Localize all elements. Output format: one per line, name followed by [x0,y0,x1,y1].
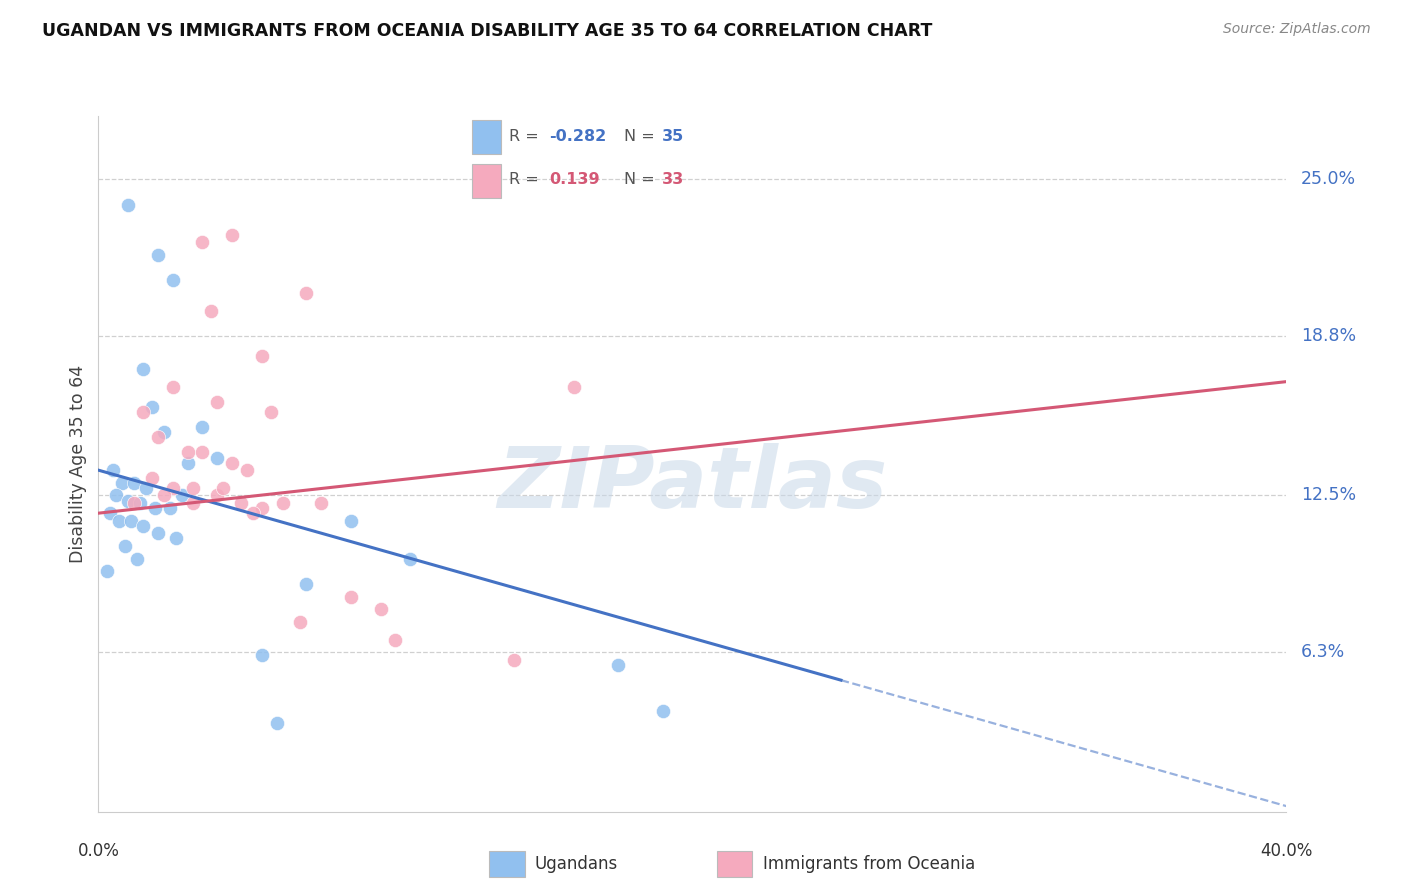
Point [229,496,252,510]
Point [152,488,174,502]
Point [125,551,148,566]
Point [146,248,169,262]
Point [165,532,187,546]
Point [236,463,259,477]
Text: 6.3%: 6.3% [1301,643,1346,661]
Text: 33: 33 [662,172,683,187]
Point [117,197,139,211]
Text: 12.5%: 12.5% [1301,486,1355,505]
Point [132,518,155,533]
Point [143,501,166,516]
Point [250,501,273,516]
Text: 40.0%: 40.0% [1260,842,1313,860]
Point [183,481,205,495]
Point [108,514,131,528]
Point [207,450,229,465]
Text: 35: 35 [662,129,683,145]
Point [191,420,214,434]
Point [162,273,184,287]
Point [309,496,332,510]
Point [183,496,205,510]
Text: UGANDAN VS IMMIGRANTS FROM OCEANIA DISABILITY AGE 35 TO 64 CORRELATION CHART: UGANDAN VS IMMIGRANTS FROM OCEANIA DISAB… [42,22,932,40]
Point [295,577,318,591]
Point [271,496,294,510]
Point [135,481,157,495]
Point [607,657,630,672]
Point [207,395,229,409]
Bar [472,164,502,198]
Text: N =: N = [624,129,661,145]
Point [200,303,222,318]
Point [242,506,264,520]
Text: 0.0%: 0.0% [77,842,120,860]
Point [212,481,235,495]
Point [159,501,181,516]
Point [191,235,214,250]
Point [146,526,169,541]
Point [141,471,163,485]
Point [221,456,243,470]
Point [114,539,136,553]
Point [152,425,174,440]
Point [132,405,155,419]
Point [221,227,243,242]
Text: -0.282: -0.282 [550,129,607,145]
Point [103,463,125,477]
Y-axis label: Disability Age 35 to 64: Disability Age 35 to 64 [69,365,87,563]
Point [503,653,526,667]
Text: Immigrants from Oceania: Immigrants from Oceania [762,855,974,873]
Point [260,405,283,419]
Point [340,514,363,528]
Text: 0.139: 0.139 [550,172,600,187]
Point [562,379,585,393]
Text: R =: R = [509,172,544,187]
Point [122,475,145,490]
Point [384,632,406,647]
Text: 18.8%: 18.8% [1301,327,1355,345]
Point [170,488,193,502]
Text: 25.0%: 25.0% [1301,170,1355,188]
Point [132,362,155,376]
Point [146,430,169,444]
Text: N =: N = [624,172,661,187]
Point [162,379,184,393]
Point [96,565,118,579]
Bar [472,120,502,153]
Point [207,488,229,502]
Text: Ugandans: Ugandans [534,855,619,873]
Point [266,716,288,731]
Point [111,475,134,490]
Point [191,445,214,459]
Bar [489,851,524,877]
Point [141,400,163,414]
Point [117,493,139,508]
Point [129,496,152,510]
Point [295,286,318,301]
Point [250,349,273,363]
Point [250,648,273,662]
Point [399,551,422,566]
Point [176,445,198,459]
Point [120,514,142,528]
Point [105,488,128,502]
Point [122,496,145,510]
Point [176,456,198,470]
Point [162,481,184,495]
Point [290,615,312,629]
Point [98,506,121,520]
Point [370,602,392,616]
Text: Source: ZipAtlas.com: Source: ZipAtlas.com [1223,22,1371,37]
Point [651,704,673,718]
Point [340,590,363,604]
Text: R =: R = [509,129,544,145]
Text: ZIPatlas: ZIPatlas [498,443,887,526]
Bar [717,851,752,877]
